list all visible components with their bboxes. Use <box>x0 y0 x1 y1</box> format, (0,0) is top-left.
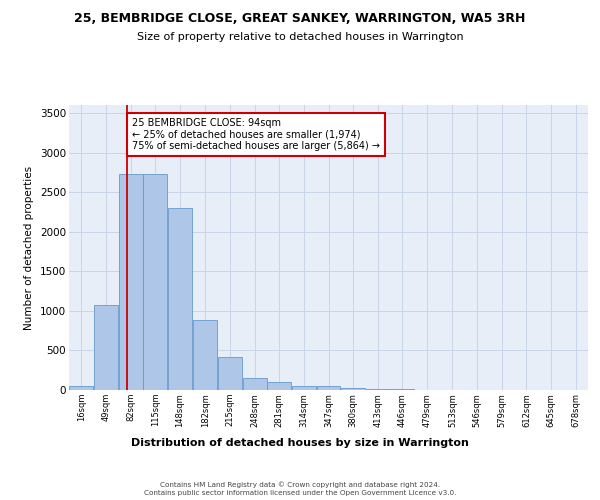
Text: Contains public sector information licensed under the Open Government Licence v3: Contains public sector information licen… <box>144 490 456 496</box>
Bar <box>292 386 316 390</box>
Bar <box>70 386 93 390</box>
Text: 25, BEMBRIDGE CLOSE, GREAT SANKEY, WARRINGTON, WA5 3RH: 25, BEMBRIDGE CLOSE, GREAT SANKEY, WARRI… <box>74 12 526 26</box>
Bar <box>267 382 291 390</box>
Bar <box>341 388 365 390</box>
Bar <box>366 389 390 390</box>
Y-axis label: Number of detached properties: Number of detached properties <box>25 166 34 330</box>
Text: Distribution of detached houses by size in Warrington: Distribution of detached houses by size … <box>131 438 469 448</box>
Text: 25 BEMBRIDGE CLOSE: 94sqm
← 25% of detached houses are smaller (1,974)
75% of se: 25 BEMBRIDGE CLOSE: 94sqm ← 25% of detac… <box>132 118 380 151</box>
Bar <box>143 174 167 390</box>
Bar <box>242 378 266 390</box>
Bar <box>168 208 192 390</box>
Bar <box>119 174 143 390</box>
Text: Size of property relative to detached houses in Warrington: Size of property relative to detached ho… <box>137 32 463 42</box>
Bar <box>193 320 217 390</box>
Bar <box>94 304 118 390</box>
Bar <box>317 386 340 390</box>
Text: Contains HM Land Registry data © Crown copyright and database right 2024.: Contains HM Land Registry data © Crown c… <box>160 481 440 488</box>
Bar <box>218 357 242 390</box>
